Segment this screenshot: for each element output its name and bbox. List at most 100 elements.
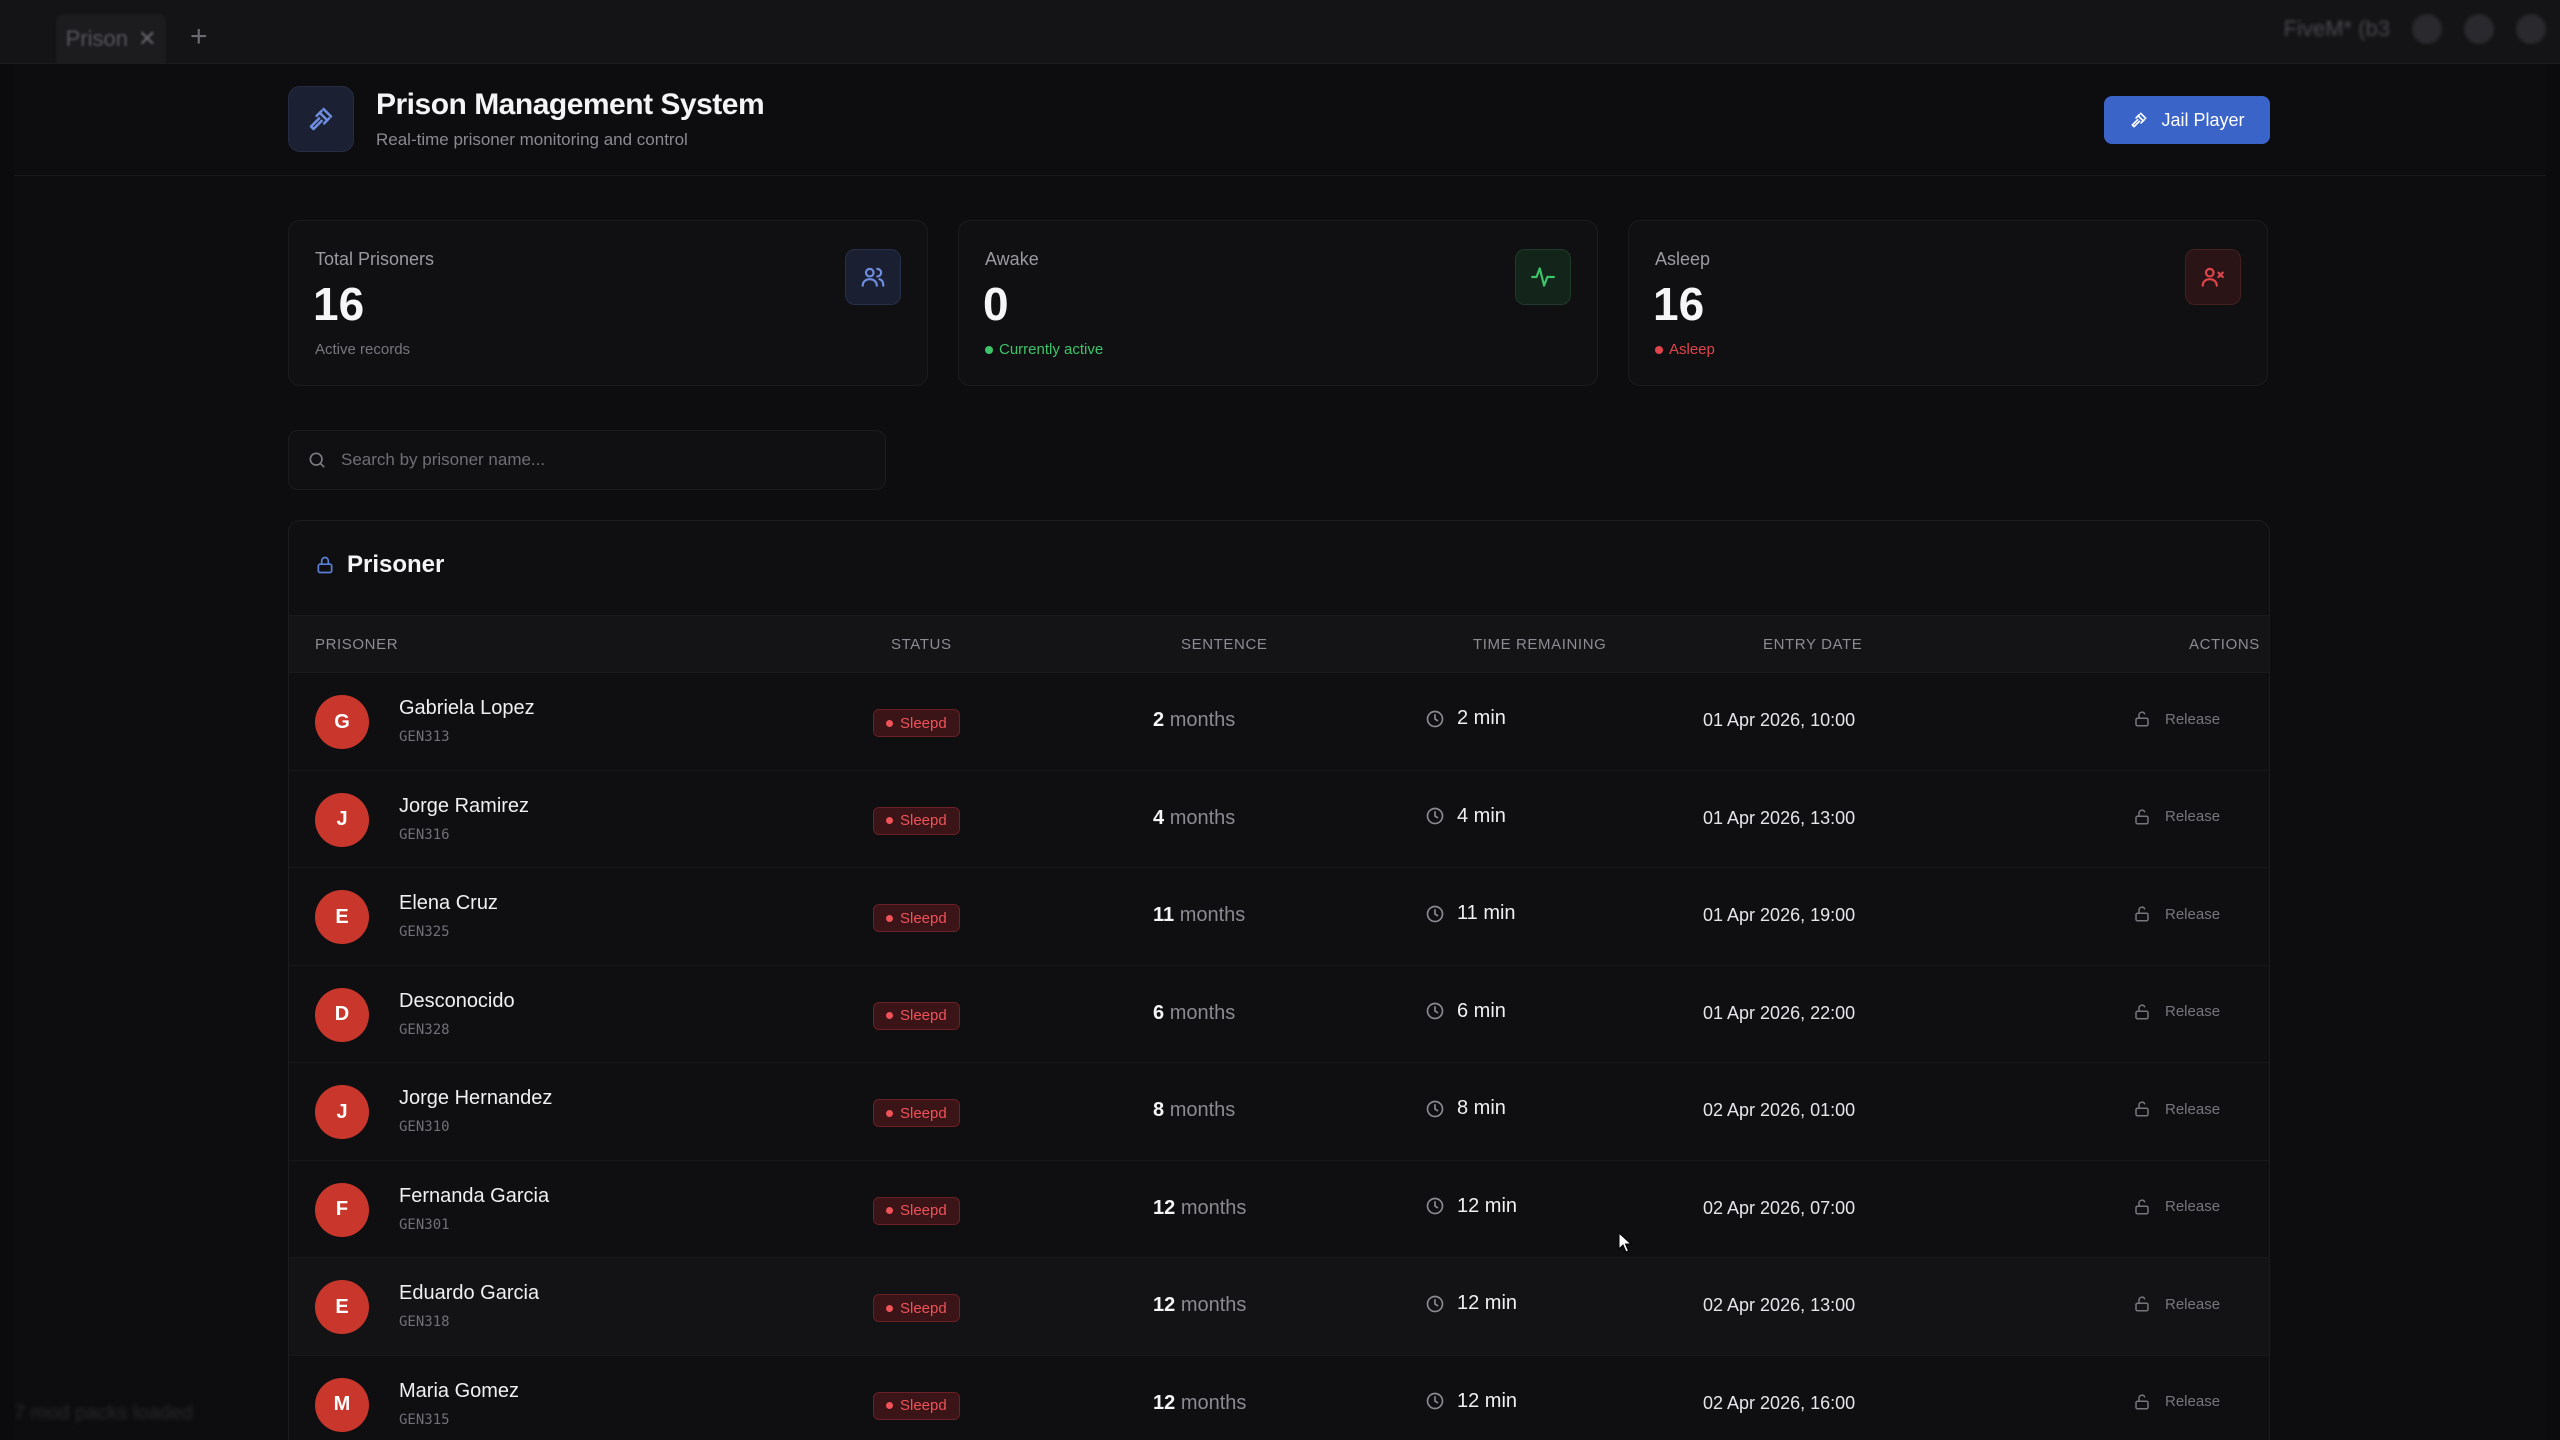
notification-icon[interactable] xyxy=(2464,14,2494,44)
sentence-unit: months xyxy=(1169,1001,1236,1024)
sentence-value: 2 xyxy=(1153,709,1165,731)
status-badge: Sleepd xyxy=(873,1001,960,1030)
titlebar-controls: FiveM* (b3 xyxy=(2284,14,2546,44)
time-remaining-value: 8 min xyxy=(1457,1097,1506,1119)
status-dot xyxy=(886,914,893,922)
status-dot xyxy=(985,345,993,354)
entry-date: 01 Apr 2026, 22:00 xyxy=(1703,1002,1856,1023)
time-remaining-value: 4 min xyxy=(1457,804,1506,827)
release-label: Release xyxy=(2165,905,2221,923)
browser-tab[interactable]: Prison ✕ xyxy=(56,14,166,64)
status-dot xyxy=(886,719,893,727)
avatar: E xyxy=(315,1280,369,1334)
table-row[interactable]: D Desconocido GEN328 Sleepd 6 months 6 m… xyxy=(289,966,2269,1063)
release-button[interactable]: Release xyxy=(2133,1197,2220,1217)
close-tab-icon[interactable]: ✕ xyxy=(137,26,157,51)
app-logo xyxy=(288,86,354,152)
table-title: Prisoner xyxy=(315,551,444,579)
prison-panel: Prison Management System Real-time priso… xyxy=(14,64,2546,1440)
prisoner-name: Gabriela Lopez xyxy=(399,697,535,719)
prisoner-id: GEN318 xyxy=(399,1314,450,1330)
stat-value: 16 xyxy=(313,278,365,330)
release-button[interactable]: Release xyxy=(2133,807,2220,827)
clock-icon xyxy=(1426,710,1444,727)
time-remaining: 12 min xyxy=(1425,1195,1517,1218)
table-row[interactable]: M Maria Gomez GEN315 Sleepd 12 months 12… xyxy=(289,1356,2269,1440)
jail-player-label: Jail Player xyxy=(2161,109,2245,130)
tab-label: Prison xyxy=(65,26,128,51)
settings-icon[interactable] xyxy=(2412,14,2442,44)
release-button[interactable]: Release xyxy=(2133,1099,2220,1119)
time-remaining-value: 11 min xyxy=(1457,902,1516,924)
sentence-value: 4 xyxy=(1153,806,1165,829)
time-remaining: 8 min xyxy=(1425,1097,1506,1120)
sentence: 4 months xyxy=(1153,807,1235,830)
gavel-icon xyxy=(309,107,333,131)
release-button[interactable]: Release xyxy=(2133,709,2220,729)
sentence-value: 12 xyxy=(1153,1294,1176,1316)
table-row[interactable]: F Fernanda Garcia GEN301 Sleepd 12 month… xyxy=(289,1161,2269,1258)
status-dot xyxy=(886,1207,893,1214)
activity-icon xyxy=(1515,249,1571,305)
prisoner-name: Fernanda Garcia xyxy=(399,1184,550,1207)
time-remaining: 2 min xyxy=(1425,707,1506,730)
user-x-icon xyxy=(2185,249,2241,305)
column-header-sentence: SENTENCE xyxy=(1181,636,1268,653)
prisoner-id: GEN328 xyxy=(399,1021,450,1038)
clock-icon xyxy=(1426,807,1444,825)
status-dot xyxy=(886,1109,893,1117)
unlock-icon xyxy=(2135,1394,2149,1409)
status-badge: Sleepd xyxy=(873,904,960,932)
column-header-time-remaining: TIME REMAINING xyxy=(1473,636,1607,653)
status-dot xyxy=(1655,345,1663,354)
clock-icon xyxy=(1426,1295,1444,1312)
avatar: F xyxy=(315,1182,369,1237)
table-row[interactable]: E Eduardo Garcia GEN318 Sleepd 12 months… xyxy=(289,1258,2269,1356)
client-version-label: FiveM* (b3 xyxy=(2283,16,2390,41)
status-badge: Sleepd xyxy=(873,1099,960,1127)
stat-subtext-label: Active records xyxy=(315,341,411,358)
release-button[interactable]: Release xyxy=(2133,904,2220,924)
prisoner-id: GEN325 xyxy=(399,924,450,940)
jail-player-button[interactable]: Jail Player xyxy=(2104,96,2270,144)
table-row[interactable]: E Elena Cruz GEN325 Sleepd 11 months 11 … xyxy=(289,868,2269,966)
status-badge: Sleepd xyxy=(873,1196,960,1225)
status-label: Sleepd xyxy=(900,1007,947,1024)
release-button[interactable]: Release xyxy=(2133,1392,2220,1412)
table-row[interactable]: G Gabriela Lopez GEN313 Sleepd 2 months … xyxy=(289,673,2269,771)
unlock-icon xyxy=(2135,906,2149,922)
release-button[interactable]: Release xyxy=(2133,1002,2220,1022)
new-tab-button[interactable]: + xyxy=(190,20,208,53)
time-remaining-value: 12 min xyxy=(1457,1194,1518,1217)
release-button[interactable]: Release xyxy=(2133,1294,2220,1314)
entry-date: 01 Apr 2026, 13:00 xyxy=(1703,807,1856,828)
stat-card-awake: Awake 0 Currently active xyxy=(958,220,1598,386)
sentence-unit: months xyxy=(1180,1196,1247,1219)
profile-icon[interactable] xyxy=(2516,14,2546,44)
clock-icon xyxy=(1426,905,1444,922)
status-label: Sleepd xyxy=(900,1299,947,1317)
table-row[interactable]: J Jorge Ramirez GEN316 Sleepd 4 months 4… xyxy=(289,771,2269,868)
search-input[interactable] xyxy=(341,450,861,470)
release-label: Release xyxy=(2165,710,2221,728)
table-row[interactable]: J Jorge Hernandez GEN310 Sleepd 8 months… xyxy=(289,1063,2269,1161)
release-label: Release xyxy=(2165,1295,2221,1313)
column-header-actions: ACTIONS xyxy=(2189,636,2260,653)
status-badge: Sleepd xyxy=(873,709,960,737)
sentence-unit: months xyxy=(1169,709,1236,731)
sentence-value: 6 xyxy=(1153,1001,1165,1024)
stat-subtext: Active records xyxy=(315,341,410,358)
unlock-icon xyxy=(2135,711,2149,727)
column-header-prisoner: PRISONER xyxy=(315,636,399,653)
avatar: J xyxy=(315,1085,369,1139)
gavel-icon xyxy=(2131,112,2147,128)
sentence-value: 12 xyxy=(1153,1391,1176,1414)
column-header-status: STATUS xyxy=(891,636,952,653)
sentence-value: 8 xyxy=(1153,1099,1165,1121)
entry-date: 01 Apr 2026, 19:00 xyxy=(1703,905,1856,925)
status-label: Sleepd xyxy=(900,714,947,732)
unlock-icon xyxy=(2135,1199,2149,1214)
stat-label: Total Prisoners xyxy=(315,249,435,269)
table-header: PRISONER STATUS SENTENCE TIME REMAINING … xyxy=(289,615,2269,673)
clock-icon xyxy=(1426,1100,1444,1117)
